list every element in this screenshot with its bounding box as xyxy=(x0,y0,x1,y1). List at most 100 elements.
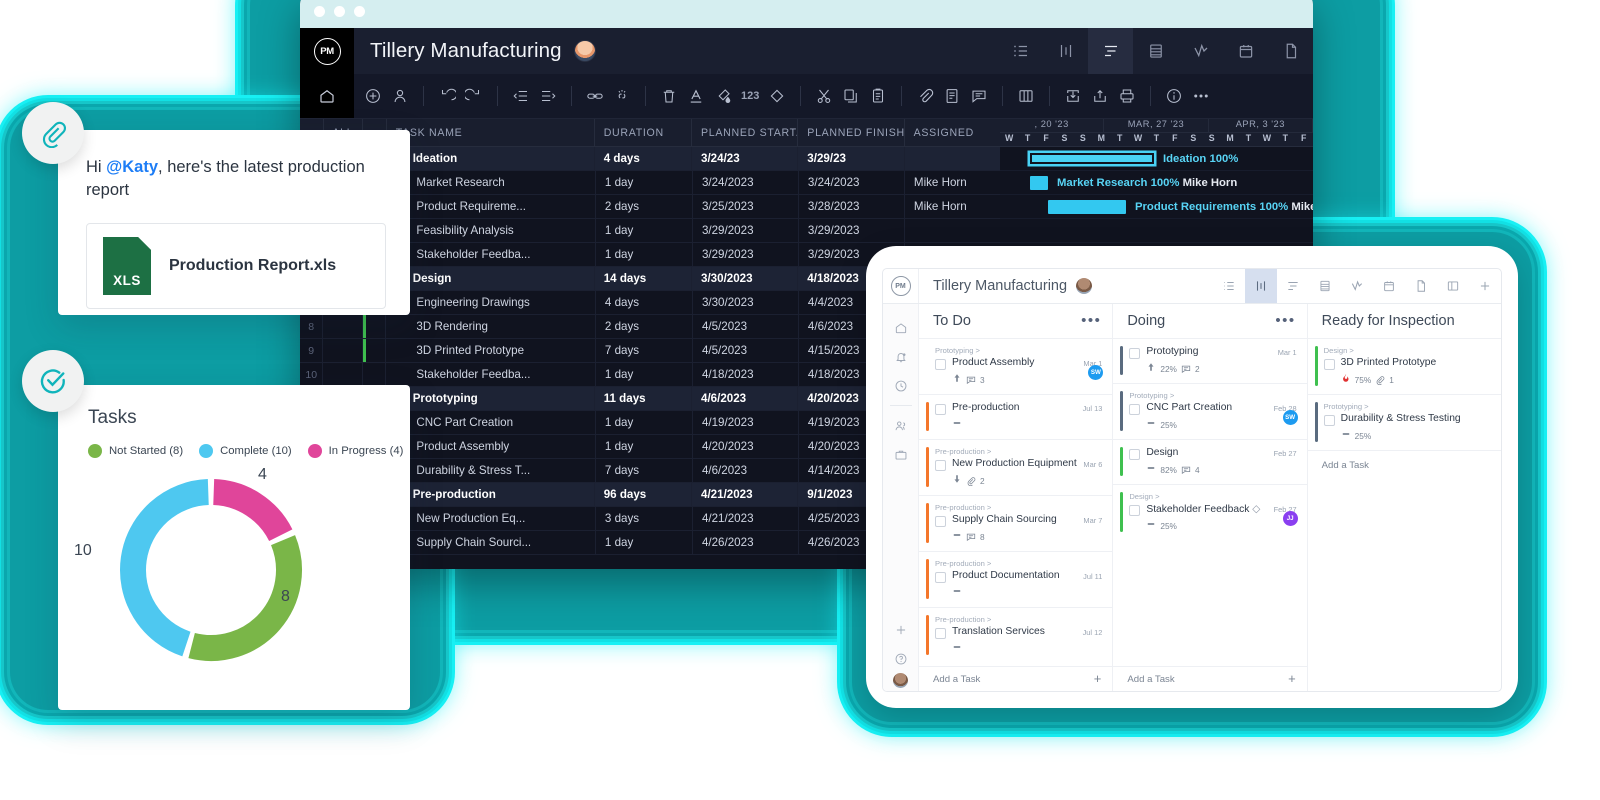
task-name[interactable]: 3D Rendering xyxy=(386,315,596,338)
plus-icon[interactable] xyxy=(894,615,908,644)
list-view-tab[interactable] xyxy=(998,28,1043,74)
sheet-view-tab[interactable] xyxy=(1309,269,1341,303)
task-name[interactable]: –Design xyxy=(387,267,595,290)
export-icon[interactable] xyxy=(1091,87,1109,105)
task-name[interactable]: Durability & Stress T... xyxy=(386,459,596,482)
page-view-tab[interactable] xyxy=(1405,269,1437,303)
add-task-row[interactable]: Add a Task + xyxy=(919,666,1113,691)
task-duration[interactable]: 2 days xyxy=(596,195,693,218)
gantt-bar[interactable] xyxy=(1030,175,1048,190)
task-name[interactable]: –Prototyping xyxy=(387,387,595,410)
assign-user-icon[interactable] xyxy=(391,87,409,105)
task-duration[interactable]: 2 days xyxy=(596,315,693,338)
task-planned-finish[interactable]: 3/29/2023 xyxy=(799,219,905,242)
card-checkbox[interactable] xyxy=(935,628,946,639)
help-icon[interactable] xyxy=(894,644,908,673)
gantt-bar[interactable] xyxy=(1048,199,1126,214)
row-select[interactable] xyxy=(323,339,363,362)
row-select[interactable] xyxy=(323,363,363,386)
col-assigned[interactable]: ASSIGNED xyxy=(913,126,974,139)
task-planned-start[interactable]: 3/29/2023 xyxy=(693,219,799,242)
task-name[interactable]: Product Assembly xyxy=(386,435,596,458)
task-planned-start[interactable]: 4/18/2023 xyxy=(693,363,799,386)
add-task-row[interactable]: Add a Task + xyxy=(1113,666,1307,691)
task-planned-start[interactable]: 4/20/2023 xyxy=(693,435,799,458)
task-assigned[interactable]: Mike Horn xyxy=(913,200,967,213)
task-planned-finish[interactable]: 3/28/2023 xyxy=(799,195,905,218)
task-name[interactable]: –Ideation xyxy=(387,147,595,170)
task-planned-start[interactable]: 3/24/2023 xyxy=(693,171,799,194)
task-planned-start[interactable]: 4/26/2023 xyxy=(693,531,799,554)
briefcase-icon[interactable] xyxy=(894,440,908,469)
task-planned-start[interactable]: 3/25/2023 xyxy=(693,195,799,218)
table-row[interactable]: 9 3D Printed Prototype 7 days 4/5/2023 4/15/… xyxy=(300,339,1000,363)
gantt-view-tab[interactable] xyxy=(1277,269,1309,303)
window-minimize-button[interactable] xyxy=(334,5,345,17)
task-assigned[interactable] xyxy=(905,147,1000,170)
card-checkbox[interactable] xyxy=(1129,348,1141,359)
add-view-tab[interactable] xyxy=(1469,269,1501,303)
kanban-card[interactable]: Prototyping > Durability & Stress Testing… xyxy=(1307,394,1501,450)
table-row[interactable]: 8 3D Rendering 2 days 4/5/2023 4/6/2023 xyxy=(300,315,1000,339)
app-logo[interactable]: PM xyxy=(883,269,919,303)
task-name[interactable]: Feasibility Analysis xyxy=(386,219,596,242)
task-name[interactable]: –Pre-production xyxy=(387,483,595,506)
card-checkbox[interactable] xyxy=(935,516,946,527)
kanban-card[interactable]: Pre-production > New Production Equipment… xyxy=(919,439,1113,495)
task-name[interactable]: Stakeholder Feedba... xyxy=(386,363,596,386)
fill-color-icon[interactable] xyxy=(714,87,732,105)
chat-mention[interactable]: @Katy xyxy=(106,158,159,176)
window-maximize-button[interactable] xyxy=(354,5,365,17)
card-checkbox[interactable] xyxy=(1129,449,1141,460)
task-duration[interactable]: 1 day xyxy=(596,531,693,554)
task-name[interactable]: Stakeholder Feedba... xyxy=(386,243,596,266)
col-planned-start[interactable]: PLANNED START... xyxy=(692,119,799,146)
col-task-name[interactable]: TASK NAME xyxy=(387,119,595,146)
people-icon[interactable] xyxy=(894,411,908,440)
number-format-icon[interactable]: 123 xyxy=(741,90,760,102)
task-duration[interactable]: 1 day xyxy=(596,435,693,458)
column-menu-button[interactable]: ••• xyxy=(1081,312,1102,329)
home-icon[interactable] xyxy=(894,313,908,342)
bell-icon[interactable] xyxy=(894,342,908,371)
task-assigned[interactable]: Mike Horn xyxy=(913,176,967,189)
kanban-card[interactable]: Pre-production > Translation Services Jul … xyxy=(919,607,1113,663)
col-duration[interactable]: DURATION xyxy=(595,119,692,146)
avatar[interactable] xyxy=(1076,278,1093,294)
indent-icon[interactable] xyxy=(539,87,557,105)
card-checkbox[interactable] xyxy=(935,572,946,583)
attach-icon[interactable] xyxy=(916,87,934,105)
paste-icon[interactable] xyxy=(869,87,887,105)
table-row[interactable]: 5Stakeholder Feedba...1 day3/29/20233/29… xyxy=(300,243,1000,267)
board-view-tab[interactable] xyxy=(1245,269,1277,303)
task-planned-start[interactable]: 3/24/23 xyxy=(692,147,799,170)
plus-icon[interactable]: + xyxy=(1093,671,1102,686)
add-task-icon[interactable] xyxy=(364,87,382,105)
notes-icon[interactable] xyxy=(943,87,961,105)
app-logo[interactable]: PM xyxy=(300,28,354,74)
column-menu-button[interactable]: ••• xyxy=(1275,312,1296,329)
task-planned-finish[interactable]: 3/29/23 xyxy=(798,147,905,170)
gantt-view-tab[interactable] xyxy=(1088,28,1133,74)
task-duration[interactable]: 1 day xyxy=(596,411,693,434)
kanban-card[interactable]: Pre-production Jul 13 xyxy=(919,394,1113,439)
card-checkbox[interactable] xyxy=(1129,404,1141,415)
task-name[interactable]: CNC Part Creation xyxy=(386,411,596,434)
file-attachment-chip[interactable]: XLS Production Report.xls xyxy=(86,222,386,309)
card-checkbox[interactable] xyxy=(935,359,946,370)
more-icon[interactable] xyxy=(1192,87,1210,105)
kanban-card[interactable]: Pre-production > Product Documentation Jul… xyxy=(919,551,1113,607)
task-planned-start[interactable]: 4/5/2023 xyxy=(693,339,799,362)
kanban-card[interactable]: Design Feb 27 82% 4 xyxy=(1113,439,1307,484)
card-checkbox[interactable] xyxy=(1129,505,1141,516)
diamond-milestone-icon[interactable] xyxy=(768,87,786,105)
workload-view-tab[interactable] xyxy=(1178,28,1223,74)
columns-icon[interactable] xyxy=(1017,87,1035,105)
workload-view-tab[interactable] xyxy=(1341,269,1373,303)
copy-icon[interactable] xyxy=(842,87,860,105)
card-checkbox[interactable] xyxy=(935,404,946,415)
kanban-card[interactable]: Design > Stakeholder Feedback ◇ Feb 27 25% J… xyxy=(1113,484,1307,540)
task-planned-start[interactable]: 3/30/2023 xyxy=(693,291,799,314)
